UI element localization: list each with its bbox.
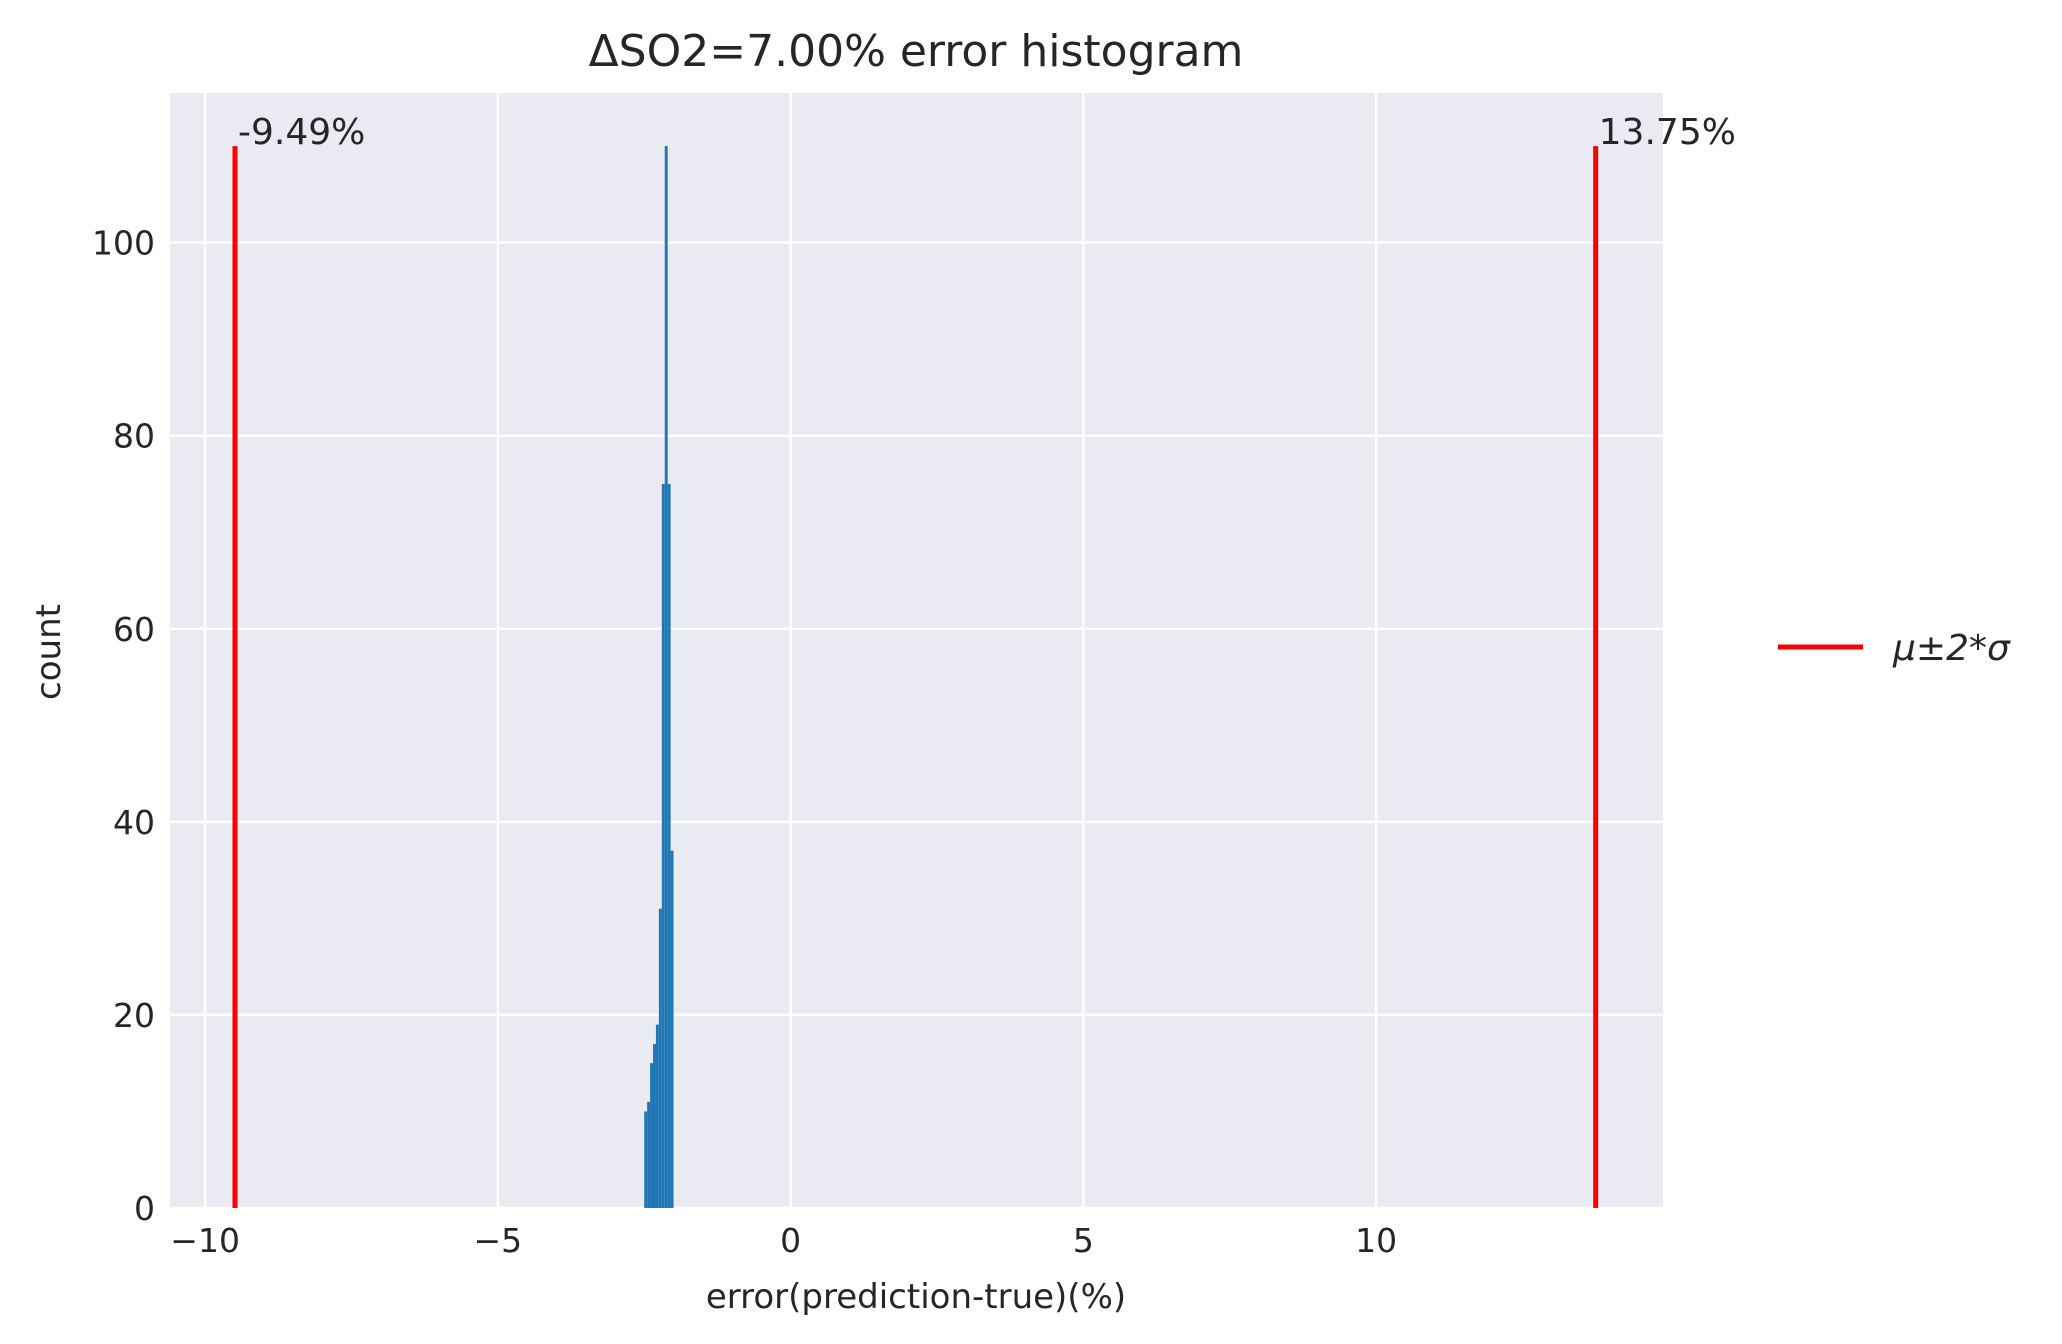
reference-line-label: 13.75% [1599,112,1736,153]
y-tick-label: 0 [134,1189,155,1228]
x-tick-label: 5 [1073,1221,1094,1260]
legend: μ±2*σ [1778,628,2011,669]
histogram-bar [661,483,665,1209]
histogram-bar [655,1024,659,1208]
plot-background [170,93,1663,1208]
x-tick-label: −10 [170,1221,240,1260]
reference-lines: -9.49% 13.75% [232,112,1736,1208]
grid-lines [170,93,1663,1210]
histogram-bar [667,483,671,1209]
x-tick-label: −5 [474,1221,523,1260]
reference-line-label: -9.49% [238,112,365,153]
chart-title: ΔSO2=7.00% error histogram [589,26,1244,77]
histogram-bar [647,1101,651,1208]
histogram-bar [644,1111,648,1208]
histogram-bar [670,850,674,1208]
y-tick-label: 80 [113,417,155,456]
legend-label: μ±2*σ [1892,628,2011,669]
y-tick-label: 60 [113,610,155,649]
y-tick-label: 100 [92,224,155,263]
y-axis-label: count [29,604,69,700]
x-tick-label: 0 [780,1221,801,1260]
x-axis-label: error(prediction-true)(%) [706,1277,1126,1317]
histogram-bar [658,908,662,1208]
histogram-bar [650,1063,654,1208]
histogram-bar [653,1043,656,1208]
histogram-bar [664,146,668,1209]
histogram-bars [644,146,674,1209]
x-tick-label: 10 [1355,1221,1397,1260]
y-tick-label: 20 [113,996,155,1035]
y-tick-label: 40 [113,803,155,842]
